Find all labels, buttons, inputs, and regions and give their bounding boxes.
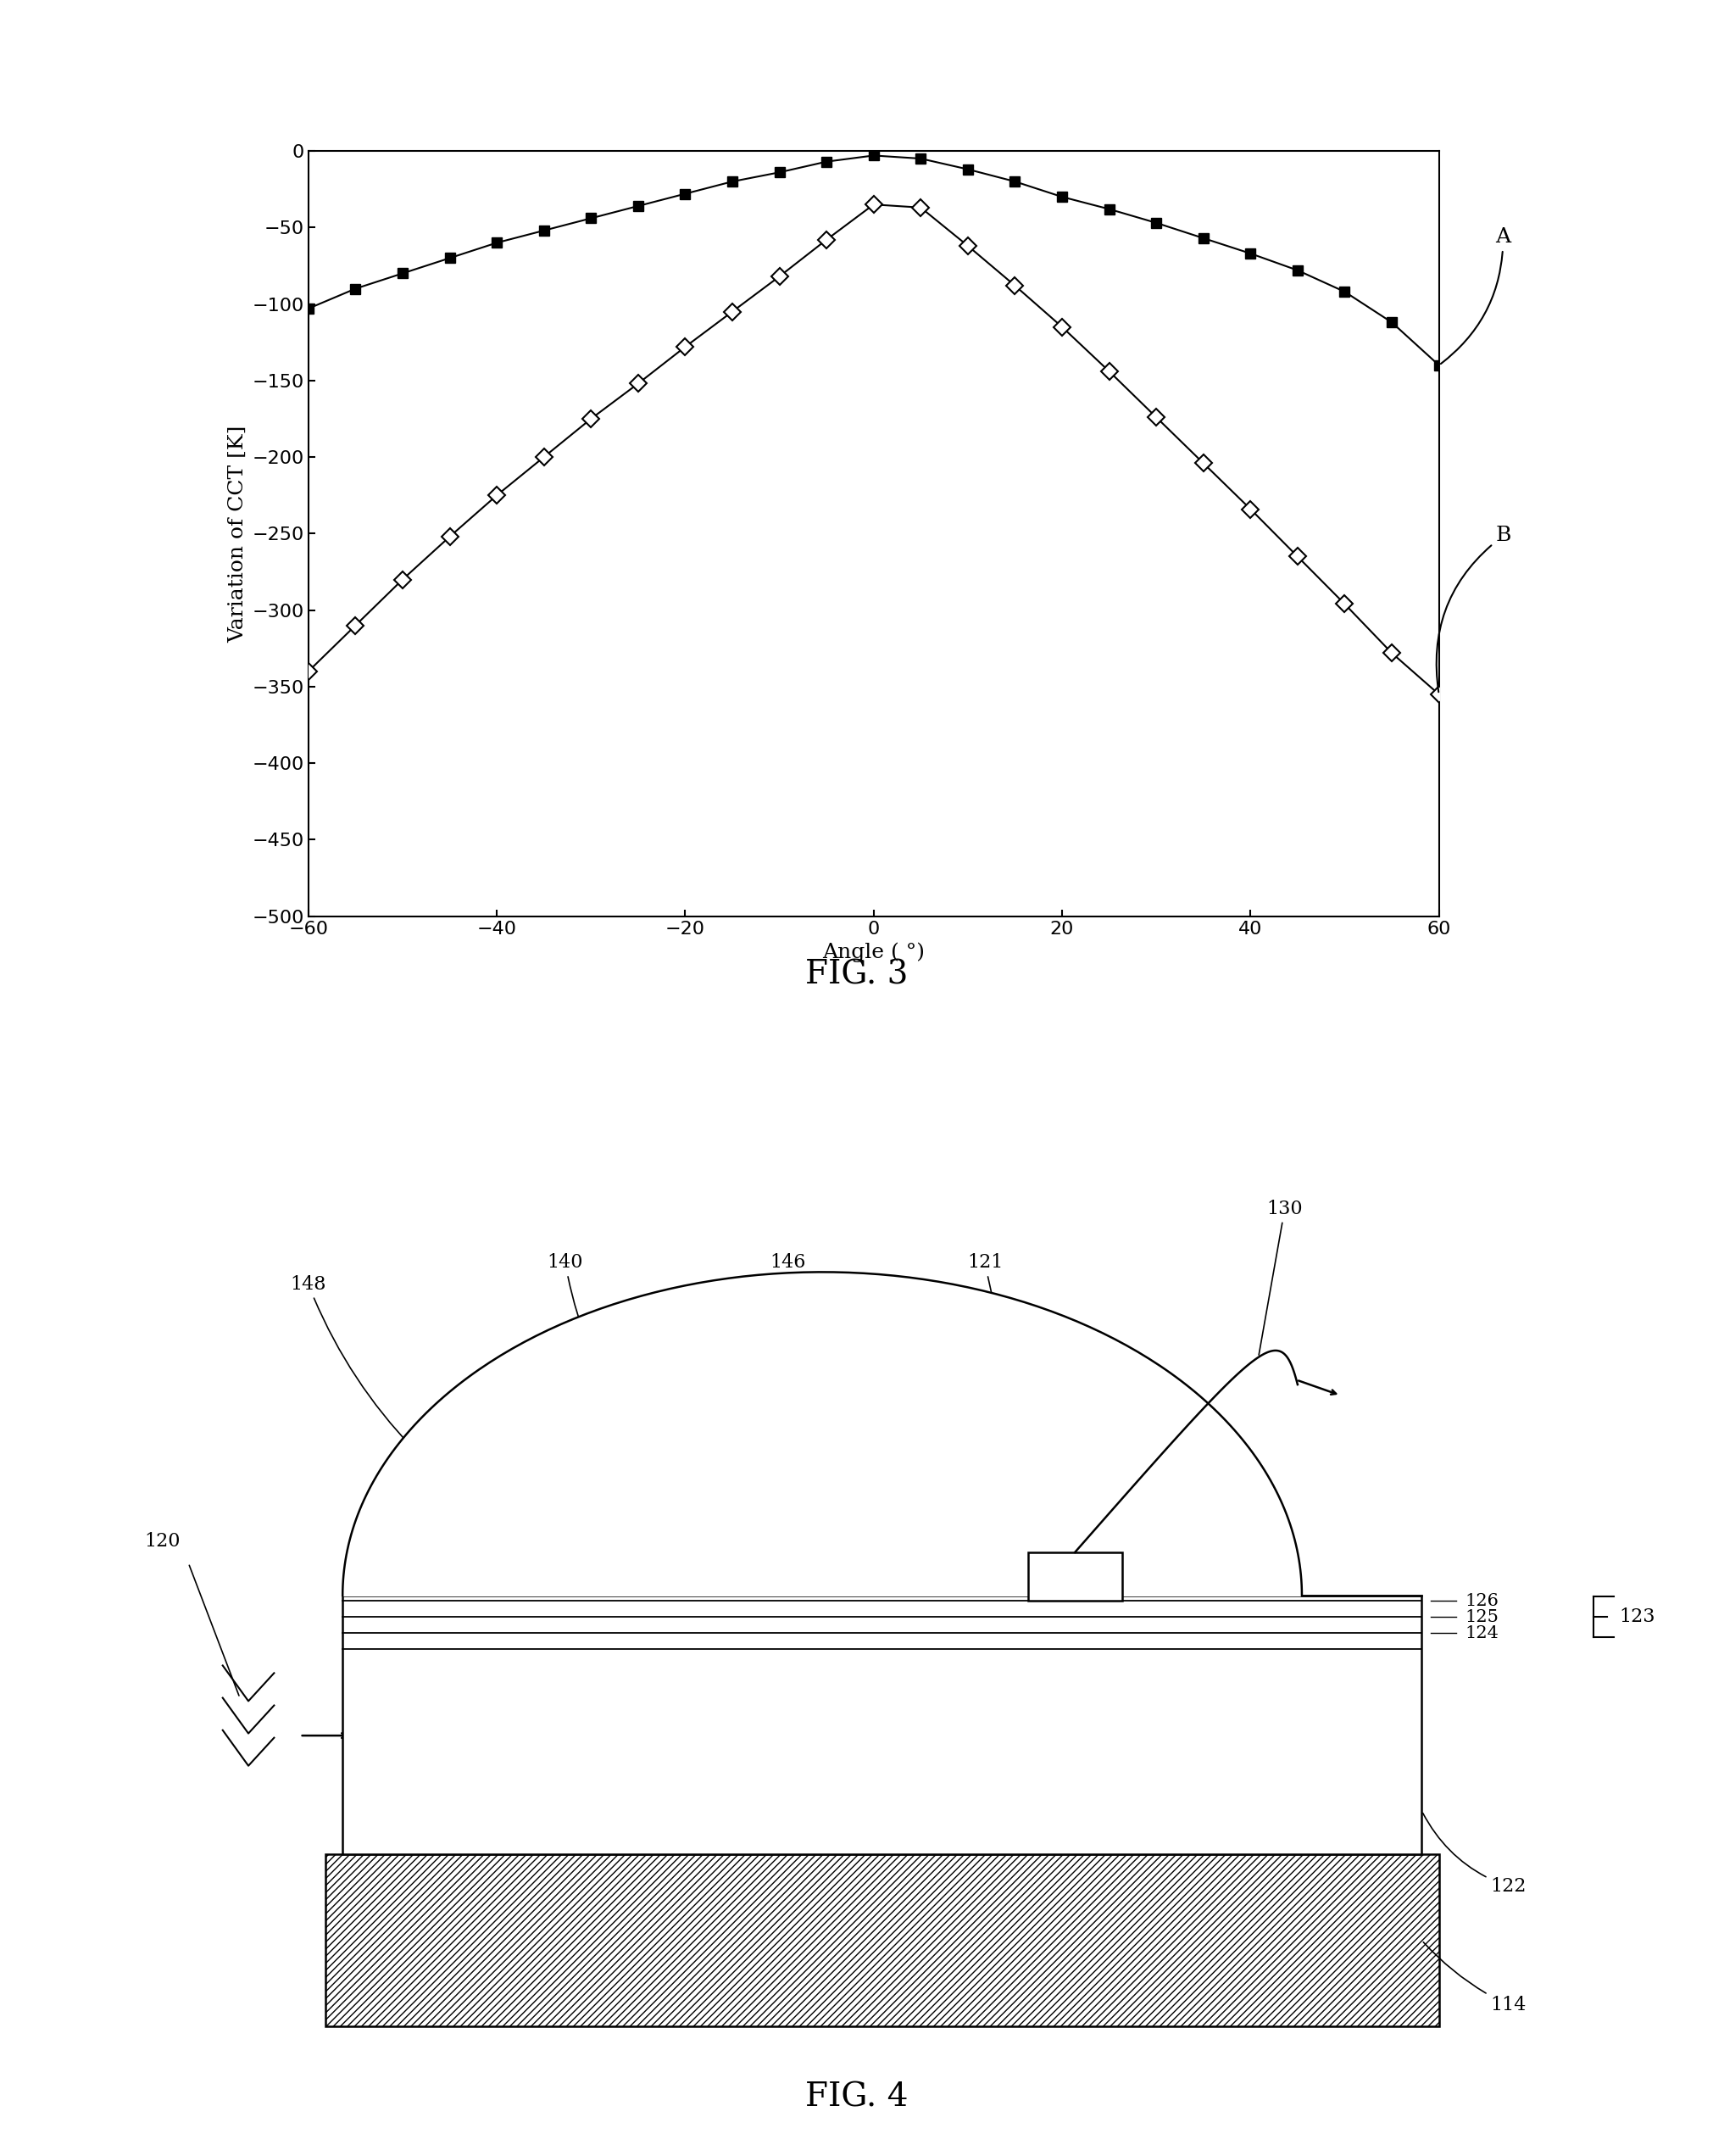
Polygon shape <box>343 1272 1302 1595</box>
Text: 124: 124 <box>1465 1626 1499 1641</box>
Text: FIG. 3: FIG. 3 <box>805 959 908 992</box>
Text: 123: 123 <box>1619 1608 1655 1626</box>
Text: 120: 120 <box>144 1533 182 1550</box>
Text: 125: 125 <box>1465 1608 1499 1626</box>
X-axis label: Angle ( °): Angle ( °) <box>822 942 925 962</box>
Text: 130: 130 <box>1259 1199 1304 1354</box>
Text: 146: 146 <box>771 1253 805 1479</box>
Text: 126: 126 <box>1465 1593 1499 1608</box>
Text: 122: 122 <box>1424 1813 1526 1895</box>
Bar <box>343 1595 1422 1854</box>
Text: 114: 114 <box>1424 1943 1526 2014</box>
Text: B: B <box>1437 526 1511 692</box>
Text: 140: 140 <box>546 1253 624 1416</box>
Bar <box>325 1854 1439 2027</box>
Text: A: A <box>1441 229 1511 364</box>
Bar <box>1028 1552 1122 1600</box>
Y-axis label: Variation of CCT [K]: Variation of CCT [K] <box>228 425 247 642</box>
Text: 121: 121 <box>968 1253 1074 1550</box>
Text: FIG. 4: FIG. 4 <box>805 2081 908 2113</box>
Bar <box>325 1854 1439 2027</box>
Text: 148: 148 <box>289 1274 413 1449</box>
